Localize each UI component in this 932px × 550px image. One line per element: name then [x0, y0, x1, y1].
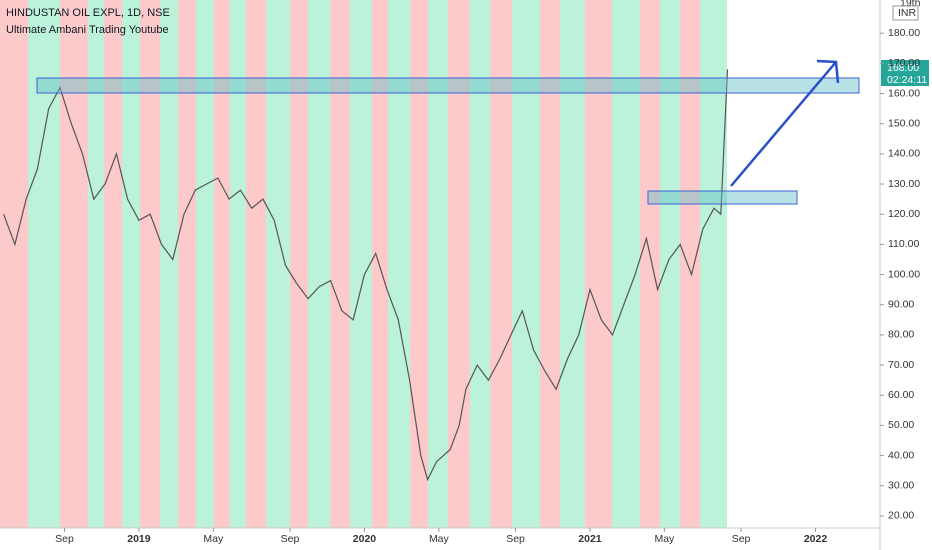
y-tick-label: 120.00: [888, 208, 920, 220]
arrow-line: [730, 61, 837, 187]
band: [540, 0, 560, 528]
x-tick-label: Sep: [732, 533, 751, 545]
x-tick-label: Sep: [281, 533, 300, 545]
y-tick-label: 40.00: [888, 449, 914, 461]
x-tick-label: 2021: [578, 533, 602, 545]
x-tick-label: Sep: [55, 533, 74, 545]
y-tick-label: 150.00: [888, 117, 920, 129]
band: [470, 0, 490, 528]
y-tick-label: 30.00: [888, 480, 914, 492]
resistance-zone: [36, 77, 860, 94]
y-tick-label: 160.00: [888, 87, 920, 99]
band: [88, 0, 104, 528]
band: [308, 0, 330, 528]
x-tick-label: Sep: [506, 533, 525, 545]
band: [660, 0, 680, 528]
band: [230, 0, 246, 528]
y-axis-bg: [880, 0, 932, 528]
band: [490, 0, 512, 528]
x-tick-label: 2020: [353, 533, 377, 545]
chart-subtitle: Ultimate Ambani Trading Youtube: [6, 24, 169, 36]
corner-label: 19th: [900, 0, 921, 9]
band: [585, 0, 612, 528]
band: [388, 0, 410, 528]
band: [560, 0, 585, 528]
y-tick-label: 110.00: [888, 238, 919, 250]
band: [0, 0, 28, 528]
plot: [3, 69, 729, 482]
x-tick-label: 2022: [804, 533, 828, 545]
y-tick-label: 60.00: [888, 389, 914, 401]
price-line: [3, 69, 729, 482]
band: [700, 0, 727, 528]
band: [246, 0, 266, 528]
x-tick-label: May: [654, 533, 675, 545]
currency: INR: [898, 7, 917, 19]
band: [680, 0, 700, 528]
breakout-zone: [647, 190, 798, 205]
x-axis-bg: [0, 528, 932, 550]
last-price: 168.00: [887, 62, 919, 74]
band: [350, 0, 372, 528]
y-tick-label: 140.00: [888, 148, 920, 160]
y-tick-label: 130.00: [888, 178, 920, 190]
y-tick-label: 70.00: [888, 359, 914, 371]
x-tick-label: May: [203, 533, 224, 545]
band: [266, 0, 290, 528]
band: [104, 0, 122, 528]
band: [410, 0, 428, 528]
last-price-box: [881, 60, 929, 86]
indicator-bands: [0, 0, 727, 528]
arrow-head: [816, 59, 840, 84]
band: [214, 0, 230, 528]
x-tick-label: May: [429, 533, 450, 545]
band: [178, 0, 196, 528]
band: [290, 0, 308, 528]
y-tick-label: 170.00: [888, 57, 920, 69]
countdown: 02:24:11: [887, 74, 927, 86]
y-tick-label: 180.00: [888, 27, 920, 39]
y-tick-label: 80.00: [888, 329, 914, 341]
band: [428, 0, 448, 528]
y-tick-label: 50.00: [888, 419, 914, 431]
band: [372, 0, 388, 528]
y-tick-label: 20.00: [888, 510, 914, 522]
y-tick-label: 100.00: [888, 268, 920, 280]
band: [612, 0, 640, 528]
band: [28, 0, 60, 528]
band: [160, 0, 178, 528]
currency-box: [892, 5, 919, 21]
band: [122, 0, 140, 528]
band: [512, 0, 540, 528]
band: [196, 0, 214, 528]
band: [60, 0, 88, 528]
chart-title: HINDUSTAN OIL EXPL, 1D, NSE: [6, 7, 170, 19]
band: [640, 0, 660, 528]
y-tick-label: 90.00: [888, 299, 914, 311]
band: [330, 0, 350, 528]
band: [140, 0, 160, 528]
x-tick-label: 2019: [127, 533, 151, 545]
